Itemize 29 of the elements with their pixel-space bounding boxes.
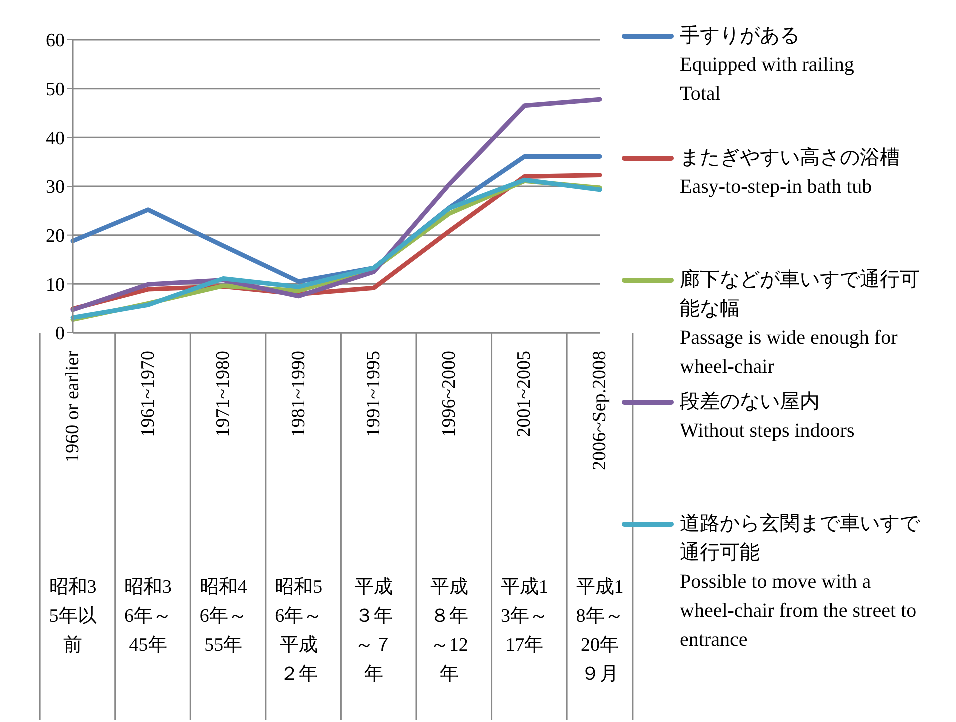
x-tick-label: 2001~2005 — [514, 351, 536, 438]
text: 昭和56年～平成２年 — [275, 577, 323, 685]
x-tick-label: 1971~1980 — [213, 351, 234, 438]
legend-label: 段差のない屋内 Without steps indoors — [680, 390, 856, 444]
y-tick-label: 0 — [56, 324, 65, 345]
x-tick-label: 1981~1990 — [288, 351, 310, 438]
y-tick-label: 20 — [46, 226, 65, 248]
x-tick-label: 1961~1970 — [138, 351, 159, 438]
x-tick-label: 2006~Sep.2008 — [590, 351, 610, 471]
text: 平成３年～７年 — [355, 577, 394, 685]
legend-label: 道路から玄関まで車いすで通行可能 Possible to move with a wheel-chair from the street to entrance — [680, 512, 922, 653]
x-tick-label: 1960 or earlier — [62, 350, 84, 463]
y-tick-label: 50 — [46, 80, 65, 101]
y-tick-label: 30 — [46, 177, 65, 198]
y-tick-label: 40 — [46, 128, 65, 150]
text: 平成13年～17年 — [500, 577, 548, 656]
legend-label: 廊下などが車いすで通行可能な幅 Passage is wide enough for wheel-chair — [680, 268, 921, 380]
legend-label: またぎやすい高さの浴槽 Easy-to-step-in bath tub — [680, 146, 901, 200]
text: 平成８年～12年 — [430, 577, 468, 685]
line-series — [70, 97, 602, 312]
text: 平成18年～20年９月 — [576, 577, 624, 685]
legend-label: 手すりがある Equipped with railing Total — [680, 24, 856, 107]
y-tick-label: 60 — [46, 30, 65, 52]
x-tick-label: 1996~2000 — [438, 351, 460, 438]
text: 昭和46年～55年 — [200, 577, 248, 656]
text: 昭和36年～45年 — [124, 577, 172, 656]
text: 昭和35年以前 — [49, 577, 97, 656]
y-tick-label: 10 — [46, 274, 65, 296]
x-tick-label: 1991~1995 — [364, 351, 385, 438]
